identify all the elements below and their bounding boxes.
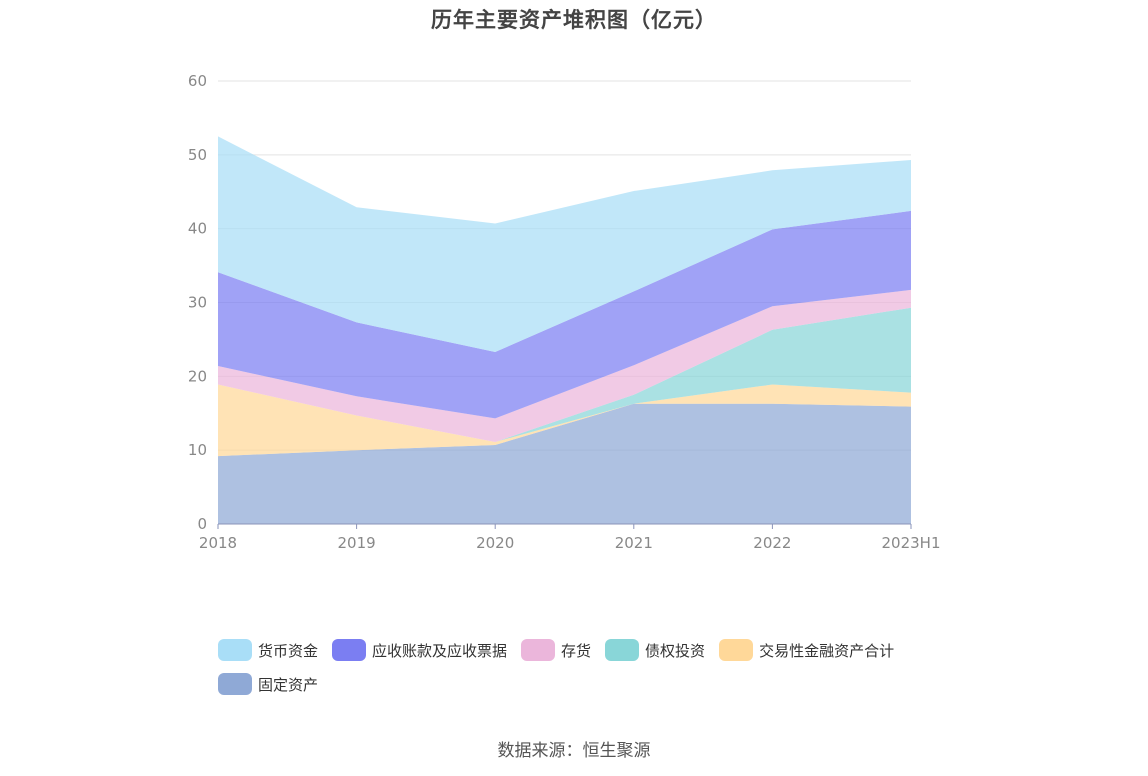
legend-swatch <box>605 639 640 661</box>
legend-label: 交易性金融资产合计 <box>759 641 895 660</box>
legend-swatch <box>218 639 252 661</box>
x-tick-label: 2018 <box>199 534 237 552</box>
legend-swatch <box>218 673 252 695</box>
legend-label: 债权投资 <box>645 641 706 660</box>
legend-label: 货币资金 <box>258 641 319 660</box>
y-tick-label: 20 <box>188 367 207 385</box>
data-source-note: 数据来源：恒生聚源 <box>497 741 651 761</box>
legend-item[interactable]: 货币资金 <box>218 638 318 662</box>
y-tick-label: 10 <box>188 441 207 459</box>
y-tick-label: 50 <box>188 146 207 164</box>
chart-title: 历年主要资产堆积图（亿元） <box>431 8 717 32</box>
y-tick-label: 0 <box>197 515 207 533</box>
x-tick-label: 2023H1 <box>882 534 941 552</box>
area-series-3 <box>218 289 911 442</box>
legend-item[interactable]: 交易性金融资产合计 <box>719 638 894 662</box>
legend-item[interactable]: 固定资产 <box>218 672 318 696</box>
legend-item[interactable]: 债权投资 <box>605 638 705 662</box>
x-tick-label: 2022 <box>753 534 791 552</box>
legend-label: 固定资产 <box>258 675 319 694</box>
legend-label: 存货 <box>561 641 592 660</box>
legend-label: 应收账款及应收票据 <box>372 641 508 660</box>
legend-swatch <box>521 639 556 661</box>
x-tick-label: 2021 <box>615 534 653 552</box>
y-tick-label: 30 <box>188 294 207 312</box>
legend-item[interactable]: 应收账款及应收票据 <box>332 638 507 662</box>
area-series-2 <box>218 307 911 442</box>
x-tick-label: 2019 <box>338 534 376 552</box>
y-tick-label: 60 <box>188 72 207 90</box>
area-series-5 <box>218 136 911 352</box>
axes: 0 10 20 30 40 50 60 2018 2019 2020 2021 2022 2023H1 <box>188 72 941 552</box>
legend: 货币资金 应收账款及应收票据 存货 债权投资 交易性金融资产合计固定资产 <box>218 638 958 696</box>
area-series-0 <box>218 403 911 524</box>
y-tick-label: 40 <box>188 220 207 238</box>
legend-swatch <box>719 639 754 661</box>
legend-swatch <box>332 639 367 661</box>
area-series-1 <box>218 384 911 457</box>
legend-item[interactable]: 存货 <box>521 638 591 662</box>
area-series <box>218 136 911 524</box>
x-tick-label: 2020 <box>476 534 514 552</box>
area-series-4 <box>218 210 911 419</box>
